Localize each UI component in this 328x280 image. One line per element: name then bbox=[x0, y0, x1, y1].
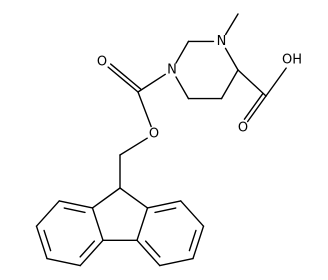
bond bbox=[119, 137, 148, 156]
atom-label: N bbox=[217, 34, 227, 49]
bond bbox=[224, 13, 239, 36]
bond bbox=[175, 76, 190, 100]
bond bbox=[107, 66, 139, 93]
bond bbox=[265, 67, 287, 97]
bond bbox=[137, 73, 166, 93]
bond bbox=[192, 225, 205, 260]
bond bbox=[136, 207, 149, 242]
bond bbox=[110, 63, 142, 90]
bond bbox=[63, 207, 86, 214]
bond bbox=[91, 187, 121, 209]
bond bbox=[58, 200, 94, 209]
bond bbox=[35, 225, 48, 260]
bond bbox=[220, 69, 239, 100]
bond bbox=[137, 91, 152, 128]
bond bbox=[144, 240, 161, 258]
atom-label: O bbox=[97, 55, 107, 70]
atom-label: O bbox=[238, 121, 248, 136]
bond bbox=[188, 229, 197, 252]
bond bbox=[91, 207, 104, 242]
bond bbox=[154, 207, 177, 214]
bond bbox=[224, 47, 239, 71]
bond bbox=[79, 240, 96, 258]
bond bbox=[159, 257, 194, 267]
atom-label: O bbox=[149, 127, 159, 142]
bond bbox=[237, 69, 267, 97]
atom-label: N bbox=[167, 63, 177, 78]
bond bbox=[243, 92, 264, 120]
bond bbox=[246, 95, 267, 123]
bond bbox=[146, 200, 182, 209]
bond bbox=[79, 239, 104, 267]
bond bbox=[175, 40, 190, 64]
atom-label: OH bbox=[282, 53, 302, 68]
bond bbox=[136, 239, 161, 267]
bond bbox=[46, 257, 81, 267]
bond bbox=[180, 200, 205, 227]
bond bbox=[43, 229, 52, 252]
bonds bbox=[35, 13, 287, 267]
bond bbox=[119, 187, 149, 209]
bond bbox=[35, 200, 60, 227]
